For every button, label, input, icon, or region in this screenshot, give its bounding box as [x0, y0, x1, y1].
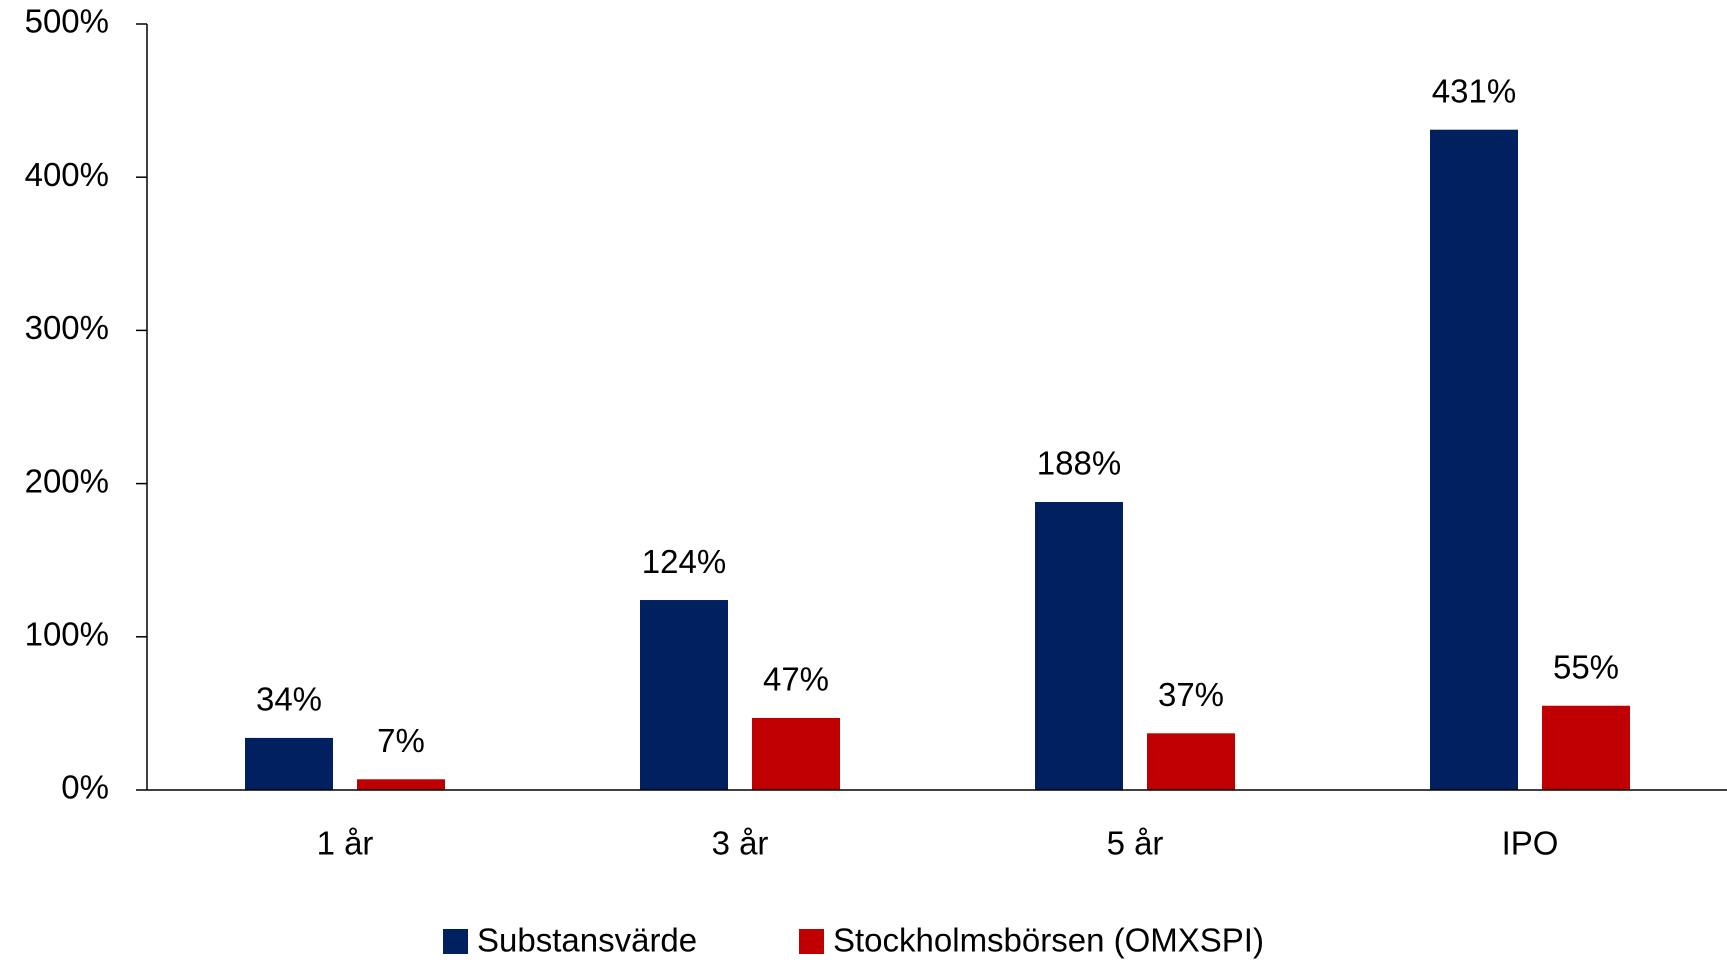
data-label: 55% — [1553, 648, 1619, 685]
data-label: 124% — [642, 543, 726, 580]
bar — [357, 779, 445, 790]
data-label: 7% — [377, 722, 425, 759]
y-tick-label: 500% — [25, 3, 109, 40]
y-tick-label: 200% — [25, 462, 109, 499]
bar — [1147, 733, 1235, 790]
legend-swatch — [799, 929, 824, 954]
data-label: 188% — [1037, 445, 1121, 482]
x-tick-label: 5 år — [1107, 825, 1164, 862]
bar — [640, 600, 728, 790]
y-tick-label: 0% — [61, 769, 109, 806]
legend-label: Stockholmsbörsen (OMXSPI) — [833, 922, 1264, 959]
y-tick-label: 300% — [25, 309, 109, 346]
y-tick-label: 100% — [25, 616, 109, 653]
bar — [245, 737, 333, 790]
bar — [752, 717, 840, 790]
data-label: 431% — [1432, 72, 1516, 109]
data-label: 37% — [1158, 676, 1224, 713]
x-tick-label: 1 år — [317, 825, 374, 862]
data-label: 47% — [763, 661, 829, 698]
bar — [1542, 705, 1630, 790]
bar — [1035, 501, 1123, 790]
x-tick-label: 3 år — [712, 825, 769, 862]
data-label: 34% — [256, 681, 322, 718]
legend-label: Substansvärde — [477, 922, 697, 959]
x-tick-label: IPO — [1502, 825, 1559, 862]
legend-swatch — [443, 929, 468, 954]
y-tick-label: 400% — [25, 156, 109, 193]
bar — [1430, 129, 1518, 790]
